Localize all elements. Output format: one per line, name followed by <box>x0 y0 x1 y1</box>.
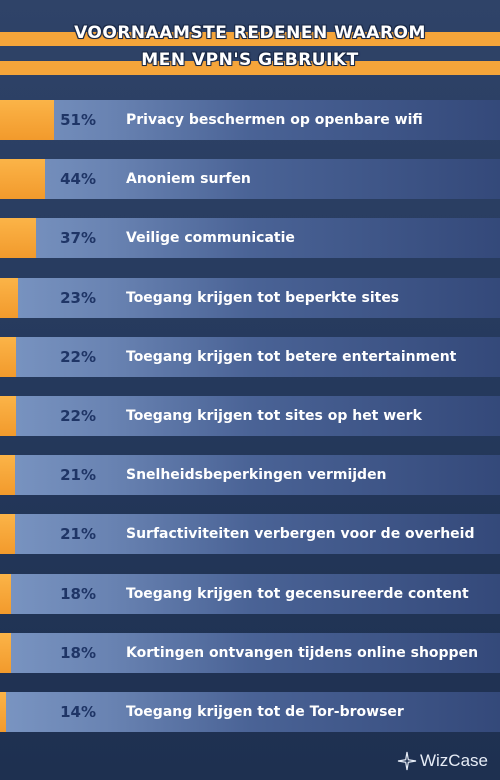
bar-category-label: Toegang krijgen tot betere entertainment <box>126 348 457 365</box>
bar-value-label: 14% <box>60 703 96 721</box>
bar-row: 18% Toegang krijgen tot gecensureerde con… <box>0 573 500 614</box>
bar-row: 23% Toegang krijgen tot beperkte sites <box>0 277 500 318</box>
bar <box>0 455 16 496</box>
bar-category-label: Toegang krijgen tot sites op het werk <box>126 408 422 424</box>
bar-value-label: 21% <box>60 466 96 485</box>
bar <box>0 514 16 555</box>
title-band-bottom <box>0 61 500 75</box>
bar-category-label: Toegang krijgen tot de Tor-browser <box>126 704 404 720</box>
bar <box>0 277 18 318</box>
sparkle-logo-icon <box>397 751 417 771</box>
bar-value-label: 22% <box>60 347 96 366</box>
bar-track <box>0 396 500 436</box>
bar-track <box>0 455 500 496</box>
bar-track <box>0 159 500 200</box>
bar-category-label: Privacy beschermen op openbare wifi <box>126 112 423 128</box>
bar-category-label: Veilige communicatie <box>126 230 295 247</box>
chart-title: VOORNAAMSTE REDENEN WAAROM MEN VPN'S GEB… <box>0 0 500 80</box>
bar-category-label: Anoniem surfen <box>126 171 251 188</box>
chart-title-line-1: VOORNAAMSTE REDENEN WAAROM <box>74 23 426 43</box>
bar-row: 51% Privacy beschermen op openbare wifi <box>0 100 500 140</box>
bar <box>0 573 12 614</box>
bar-row: 18% Kortingen ontvangen tijdens online sh… <box>0 632 500 673</box>
bar-row: 22% Toegang krijgen tot sites op het werk <box>0 396 500 436</box>
bar <box>0 100 54 140</box>
bar-value-label: 21% <box>60 525 96 544</box>
bar-category-label: Surfactiviteiten verbergen voor de overh… <box>126 526 475 543</box>
bar-category-label: Toegang krijgen tot beperkte sites <box>126 289 400 306</box>
bar-value-label: 18% <box>60 584 96 603</box>
bar-value-label: 18% <box>60 643 96 662</box>
bar <box>0 692 6 732</box>
bar <box>0 396 17 436</box>
bar-value-label: 23% <box>60 288 96 307</box>
bar-track <box>0 692 500 732</box>
bar-track <box>0 632 500 673</box>
bar-row: 22% Toegang krijgen tot betere entertainm… <box>0 336 500 377</box>
bar-value-label: 22% <box>60 407 96 425</box>
bar-category-label: Snelheidsbeperkingen vermijden <box>126 467 387 484</box>
bar-category-label: Kortingen ontvangen tijdens online shopp… <box>126 644 479 661</box>
bar-track <box>0 277 500 318</box>
brand-logo: WizCase <box>397 750 488 772</box>
bar <box>0 159 45 200</box>
bar-track <box>0 514 500 555</box>
bar-value-label: 51% <box>60 111 96 129</box>
bar-category-label: Toegang krijgen tot gecensureerde conten… <box>126 585 469 602</box>
bar-row: 37% Veilige communicatie <box>0 218 500 259</box>
bar-track <box>0 100 500 140</box>
bar-row: 44% Anoniem surfen <box>0 159 500 200</box>
title-band-top <box>0 32 500 46</box>
bar-track <box>0 336 500 377</box>
bar-track <box>0 218 500 259</box>
bar-row: 14% Toegang krijgen tot de Tor-browser <box>0 692 500 732</box>
brand-name: WizCase <box>419 751 488 770</box>
bar-value-label: 37% <box>60 229 96 248</box>
bar-row: 21% Snelheidsbeperkingen vermijden <box>0 455 500 496</box>
bar <box>0 632 12 673</box>
bar <box>0 218 36 259</box>
bar-track <box>0 573 500 614</box>
bar-row: 21% Surfactiviteiten verbergen voor de ov… <box>0 514 500 555</box>
bar-value-label: 44% <box>60 170 96 189</box>
bar <box>0 336 17 377</box>
chart-title-line-2: MEN VPN'S GEBRUIKT <box>141 50 359 70</box>
